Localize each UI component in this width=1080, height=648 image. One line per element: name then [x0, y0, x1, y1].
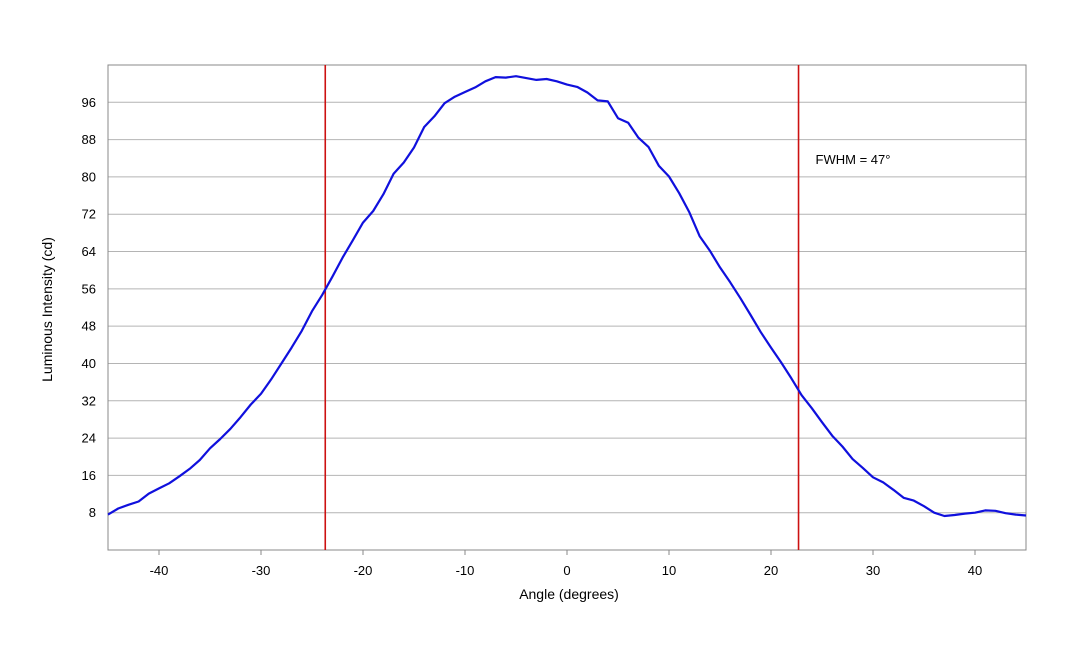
x-tick-label: 20 [764, 563, 778, 578]
y-axis-label: Luminous Intensity (cd) [39, 237, 55, 382]
y-tick-label: 48 [82, 319, 96, 334]
x-axis-label: Angle (degrees) [519, 586, 619, 602]
y-axis-ticks: 8 16 24 32 40 48 56 64 72 80 88 96 [82, 95, 96, 520]
x-tick-label: 10 [662, 563, 676, 578]
x-tick-label: -20 [354, 563, 373, 578]
x-tick-label: -30 [252, 563, 271, 578]
fwhm-annotation: FWHM = 47° [816, 152, 891, 167]
y-tick-label: 24 [82, 431, 96, 446]
y-tick-label: 96 [82, 95, 96, 110]
y-tick-label: 64 [82, 244, 96, 259]
series-line [107, 75, 1027, 518]
series-layer [107, 75, 1027, 518]
y-tick-label: 80 [82, 169, 96, 184]
y-tick-label: 56 [82, 281, 96, 296]
x-axis-ticks: -40 -30 -20 -10 0 10 20 30 40 [150, 550, 982, 578]
x-tick-label: -10 [456, 563, 475, 578]
fwhm-markers [324, 65, 800, 550]
x-tick-label: 30 [866, 563, 880, 578]
y-tick-label: 8 [89, 505, 96, 520]
y-tick-label: 32 [82, 393, 96, 408]
x-tick-label: -40 [150, 563, 169, 578]
x-tick-label: 0 [563, 563, 570, 578]
y-tick-label: 88 [82, 132, 96, 147]
y-tick-label: 72 [82, 207, 96, 222]
x-tick-label: 40 [968, 563, 982, 578]
y-tick-label: 40 [82, 356, 96, 371]
grid [108, 101, 1026, 514]
plot-frame [107, 64, 1027, 551]
y-tick-label: 16 [82, 468, 96, 483]
